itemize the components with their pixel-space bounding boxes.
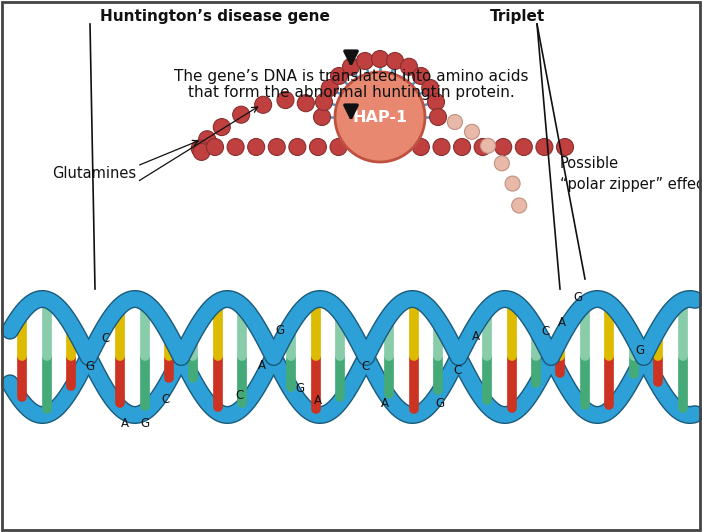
Circle shape [428,94,444,111]
Circle shape [392,138,409,155]
Circle shape [268,138,285,155]
Text: A: A [558,315,566,329]
Text: that form the abnormal huntingtin protein.: that form the abnormal huntingtin protei… [187,86,515,101]
Circle shape [277,92,294,109]
Text: C: C [541,325,549,337]
Circle shape [433,138,450,155]
Circle shape [480,138,496,153]
Circle shape [387,53,404,70]
Circle shape [515,138,532,155]
Circle shape [298,95,314,112]
Circle shape [357,53,373,70]
Text: Triplet: Triplet [490,10,545,24]
Circle shape [193,144,210,160]
Text: A: A [258,359,266,372]
Circle shape [371,51,388,68]
Circle shape [495,138,512,155]
Text: C: C [454,364,462,377]
Circle shape [512,198,526,213]
Circle shape [310,138,326,155]
Circle shape [248,138,265,155]
Circle shape [422,79,439,96]
Text: The gene’s DNA is translated into amino acids: The gene’s DNA is translated into amino … [174,70,528,85]
Text: A: A [314,394,322,408]
Text: G: G [296,382,305,395]
Text: A: A [121,417,129,430]
Text: Glutamines: Glutamines [52,167,136,181]
Circle shape [315,94,333,111]
Text: G: G [574,290,583,304]
Circle shape [232,106,250,123]
Circle shape [227,138,244,155]
Text: C: C [101,332,109,345]
Text: C: C [236,389,244,402]
Circle shape [335,72,425,162]
Circle shape [343,59,359,75]
Circle shape [536,138,553,155]
Circle shape [465,124,479,139]
Text: A: A [381,397,389,410]
Text: G: G [435,397,444,410]
Circle shape [412,138,430,155]
Circle shape [494,156,510,171]
Circle shape [474,138,491,155]
Circle shape [447,114,463,129]
Circle shape [213,119,230,136]
Text: G: G [140,417,150,430]
Text: C: C [361,360,369,373]
Circle shape [557,138,574,155]
Circle shape [322,79,338,96]
Circle shape [289,138,306,155]
Circle shape [371,138,388,155]
Circle shape [199,131,216,148]
Circle shape [505,176,520,191]
Circle shape [191,140,208,157]
Text: Possible
“polar zipper” effect: Possible “polar zipper” effect [560,156,702,192]
Text: A: A [472,330,480,343]
Circle shape [255,96,272,113]
Circle shape [314,109,331,126]
Text: HAP-1: HAP-1 [352,110,408,124]
Text: G: G [635,344,644,356]
Circle shape [430,109,446,126]
Circle shape [413,68,430,85]
Circle shape [401,59,418,75]
Text: Huntington’s disease gene: Huntington’s disease gene [100,10,330,24]
Circle shape [331,68,347,85]
Circle shape [206,138,223,155]
Text: G: G [275,324,284,337]
Circle shape [350,138,368,155]
Circle shape [330,138,347,155]
Text: G: G [86,360,95,373]
Text: C: C [161,393,169,406]
Circle shape [453,138,470,155]
